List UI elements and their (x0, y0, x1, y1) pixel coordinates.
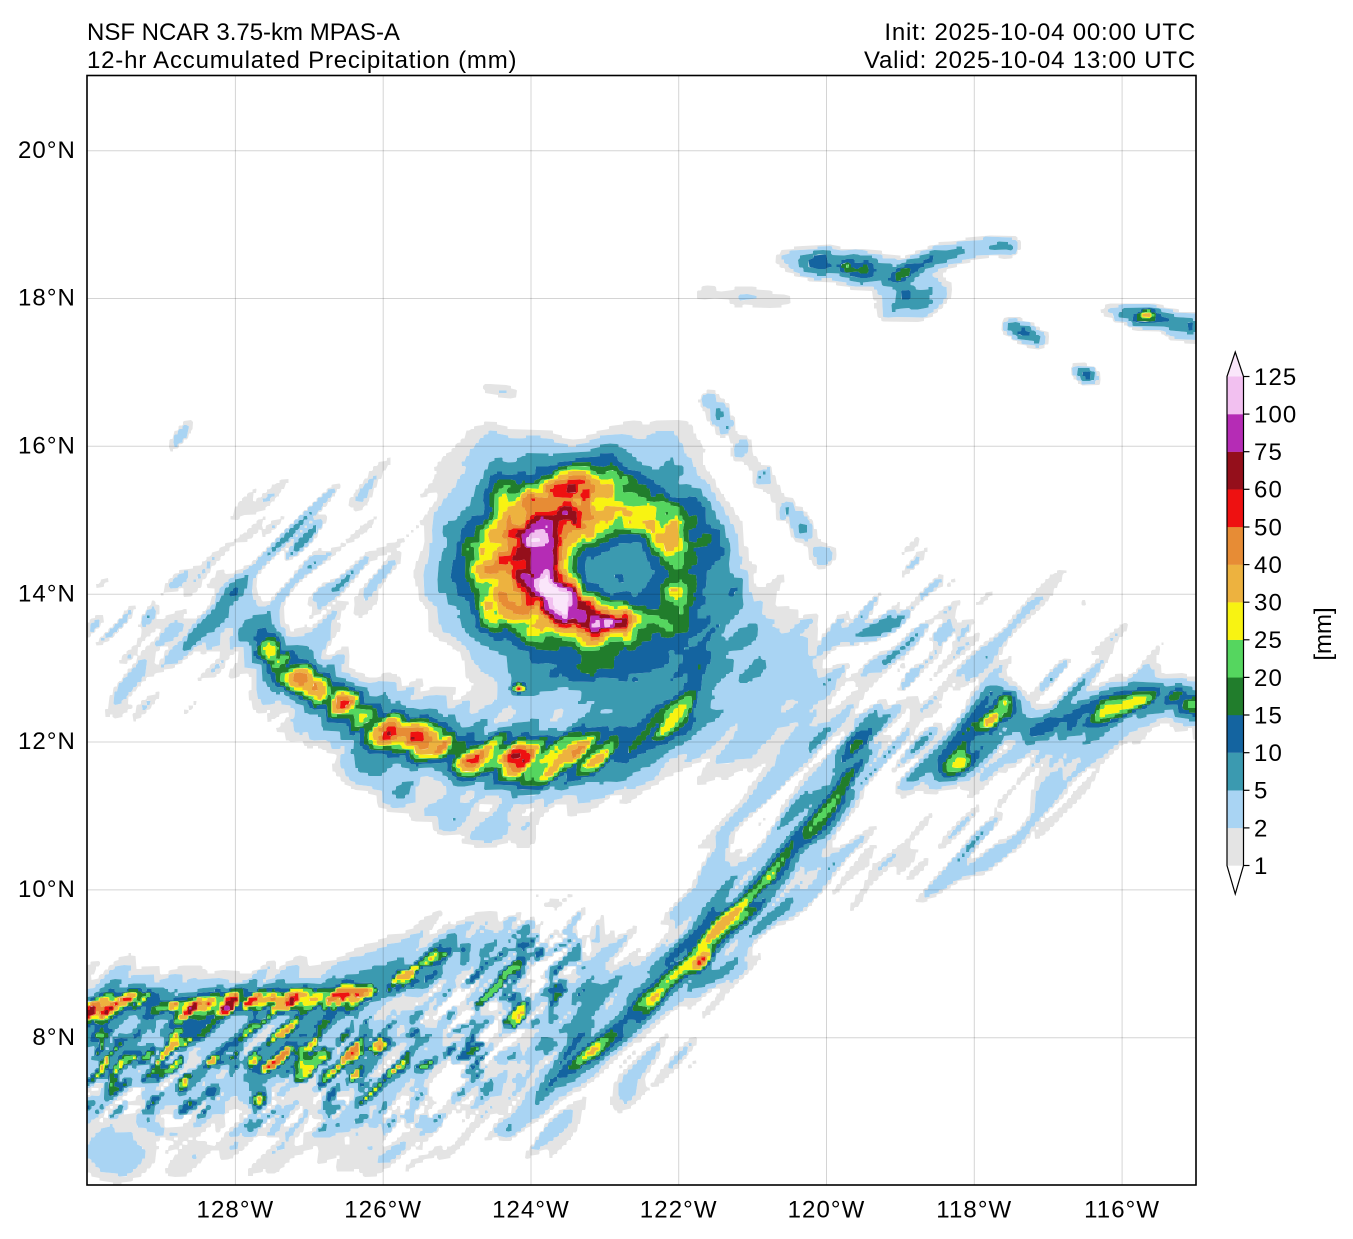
svg-text:120°W: 120°W (788, 1196, 866, 1223)
svg-text:14°N: 14°N (18, 580, 76, 607)
svg-text:50: 50 (1254, 514, 1283, 541)
svg-text:Init: 2025-10-04 00:00 UTC: Init: 2025-10-04 00:00 UTC (884, 19, 1196, 46)
svg-text:124°W: 124°W (492, 1196, 570, 1223)
svg-text:75: 75 (1254, 439, 1283, 466)
svg-text:122°W: 122°W (640, 1196, 718, 1223)
svg-text:10: 10 (1254, 740, 1283, 767)
svg-text:1: 1 (1254, 853, 1268, 880)
svg-text:20°N: 20°N (18, 137, 76, 164)
svg-text:30: 30 (1254, 590, 1283, 617)
svg-text:128°W: 128°W (197, 1196, 275, 1223)
svg-text:12-hr Accumulated Precipitatio: 12-hr Accumulated Precipitation (mm) (87, 47, 517, 74)
svg-text:16°N: 16°N (18, 433, 76, 460)
svg-text:NSF NCAR 3.75-km MPAS-A: NSF NCAR 3.75-km MPAS-A (87, 19, 400, 46)
svg-text:126°W: 126°W (344, 1196, 422, 1223)
svg-text:2: 2 (1254, 815, 1268, 842)
svg-text:15: 15 (1254, 702, 1283, 729)
svg-text:[mm]: [mm] (1310, 607, 1337, 660)
svg-text:5: 5 (1254, 778, 1268, 805)
svg-text:10°N: 10°N (18, 876, 76, 903)
svg-text:12°N: 12°N (18, 728, 76, 755)
svg-text:25: 25 (1254, 627, 1283, 654)
svg-text:18°N: 18°N (18, 285, 76, 312)
svg-text:60: 60 (1254, 477, 1283, 504)
svg-text:8°N: 8°N (32, 1024, 76, 1051)
svg-text:100: 100 (1254, 402, 1297, 429)
svg-text:118°W: 118°W (936, 1196, 1012, 1223)
svg-text:20: 20 (1254, 665, 1283, 692)
svg-text:Valid: 2025-10-04 13:00 UTC: Valid: 2025-10-04 13:00 UTC (864, 47, 1196, 74)
svg-text:116°W: 116°W (1084, 1196, 1160, 1223)
svg-text:125: 125 (1254, 364, 1297, 391)
svg-text:40: 40 (1254, 552, 1283, 579)
